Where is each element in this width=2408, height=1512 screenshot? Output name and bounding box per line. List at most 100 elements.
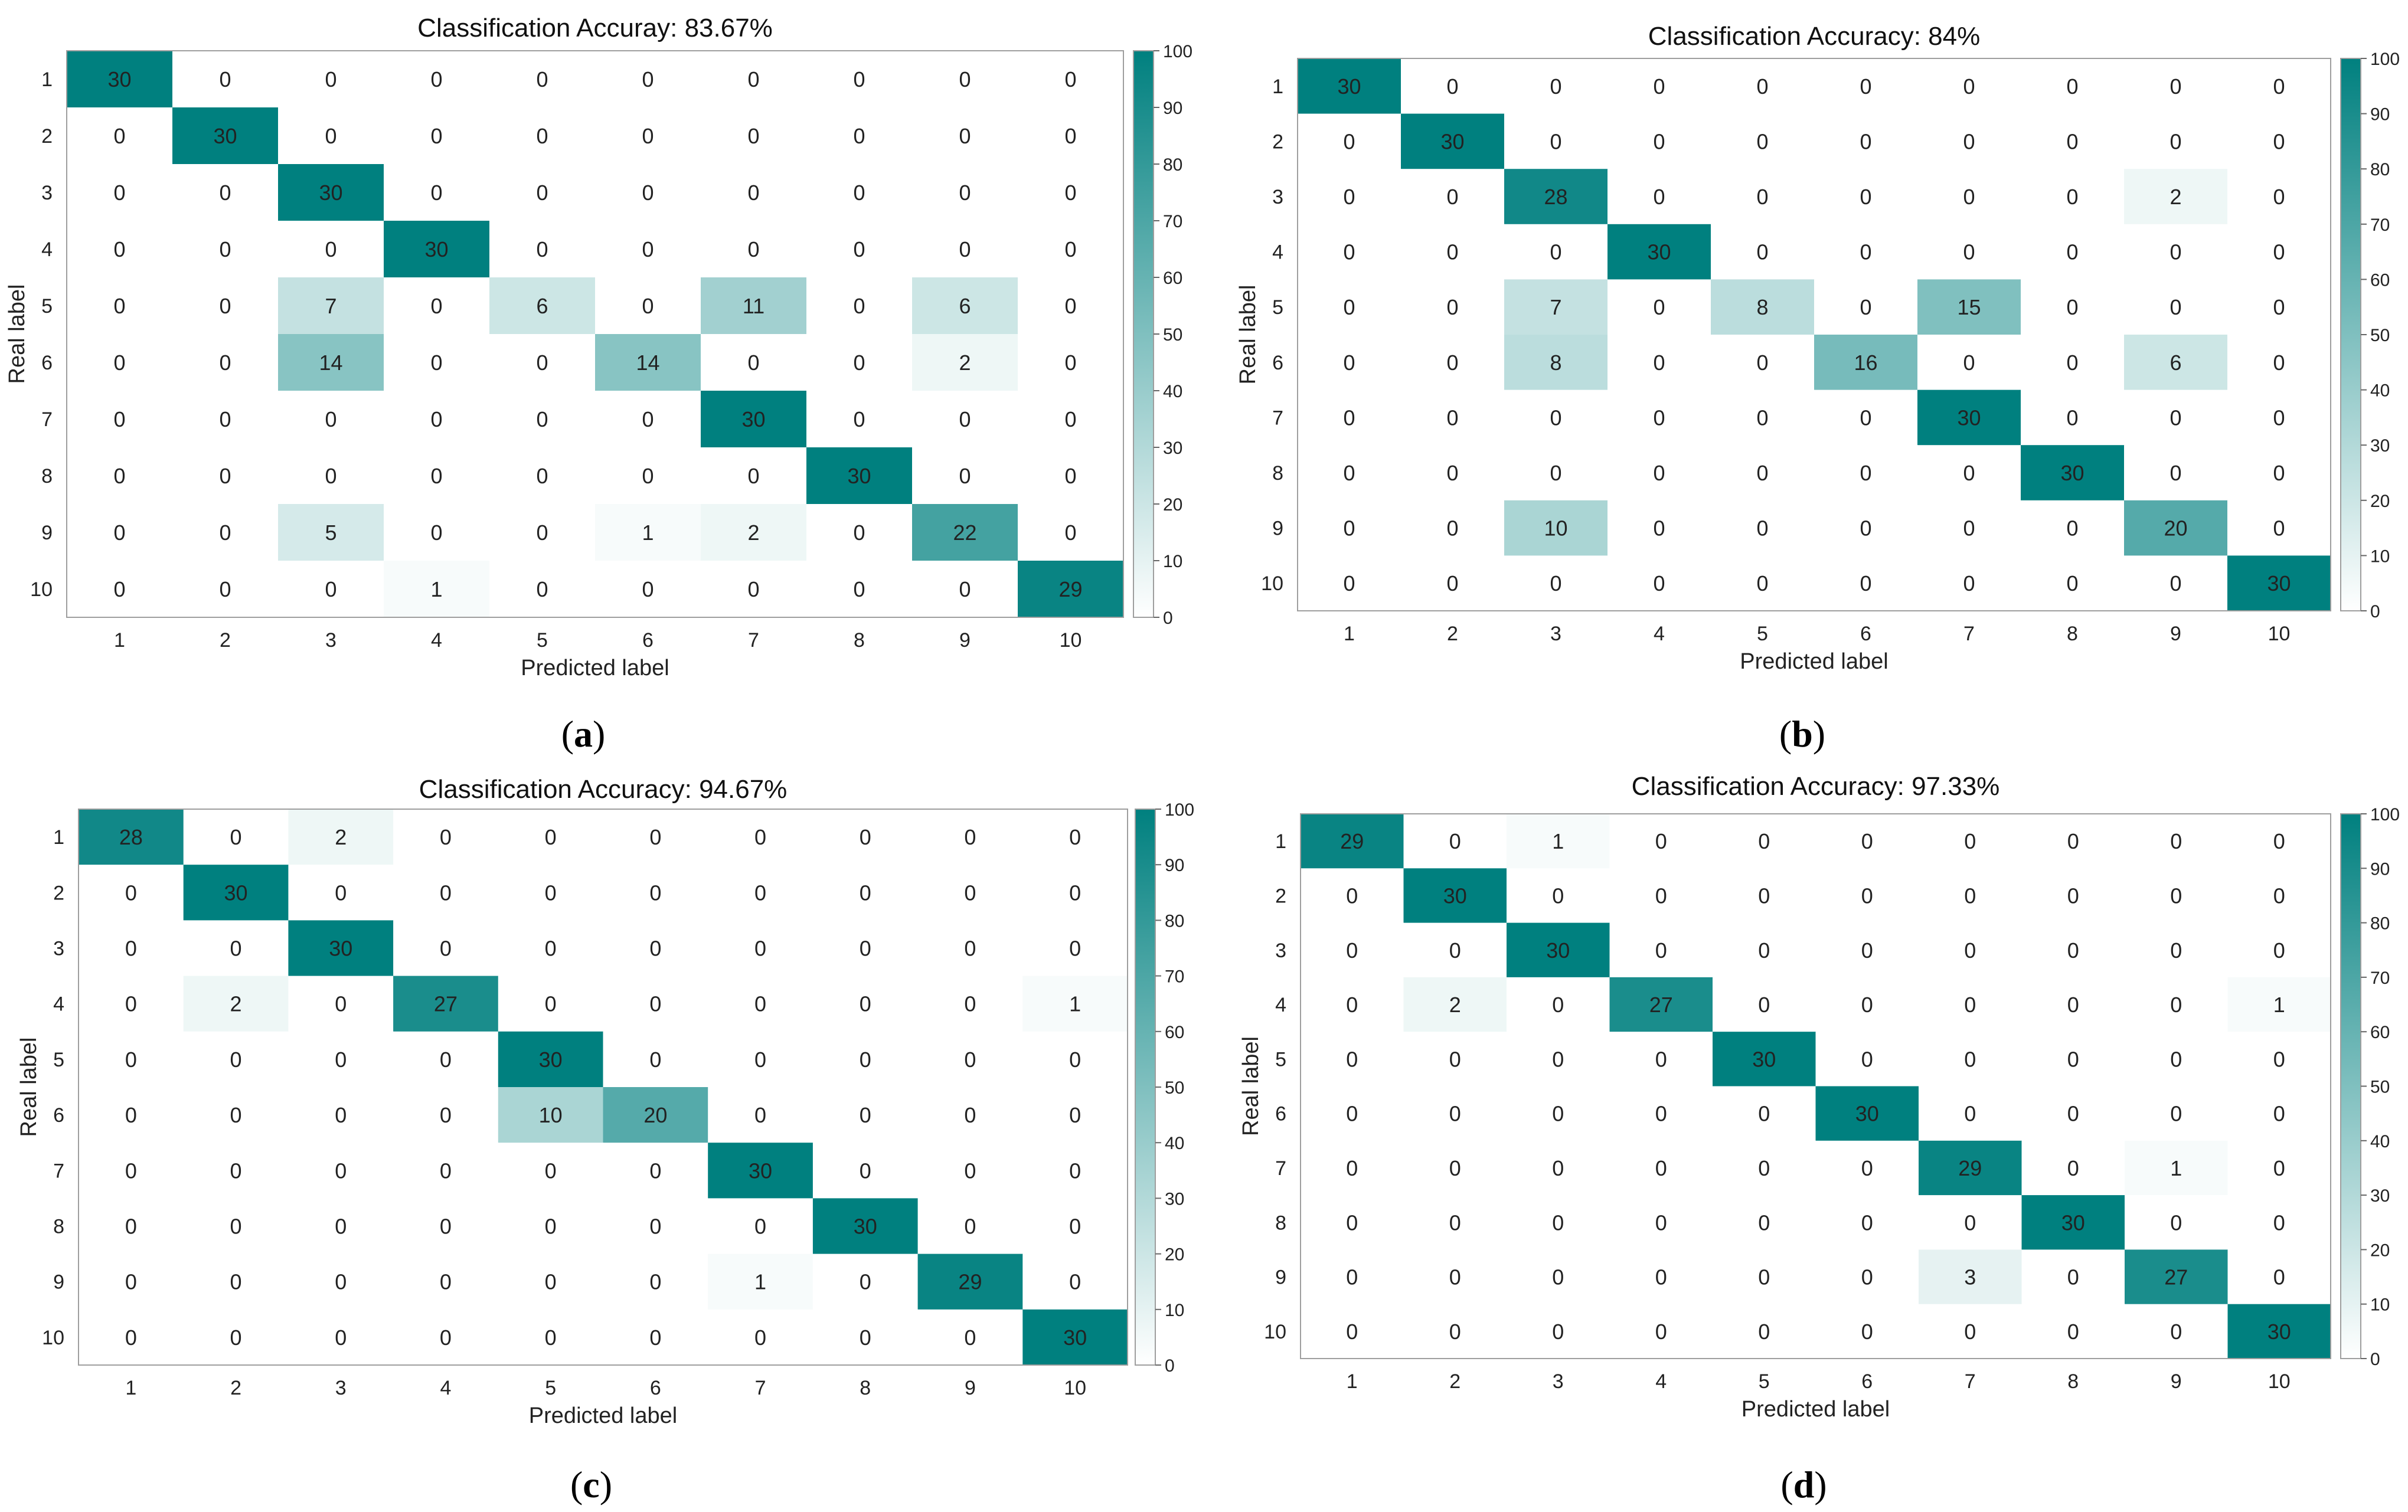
heatmap-cell (1022, 1309, 1128, 1366)
x-tick-label: 6 (1861, 1370, 1873, 1393)
cell-value-label: 0 (440, 881, 452, 905)
heatmap-cell (489, 561, 596, 618)
heatmap-cell (1919, 1304, 2022, 1359)
heatmap-cell (183, 1031, 289, 1088)
cell-value-label: 0 (1550, 74, 1561, 99)
colorbar-tick-label: 50 (1163, 325, 1182, 345)
cell-value-label: 0 (2170, 1102, 2182, 1126)
cell-value-label: 30 (539, 1048, 563, 1072)
cell-value-label: 30 (741, 407, 765, 431)
cell-value-label: 0 (1653, 129, 1665, 153)
heatmap-cell (708, 1143, 813, 1199)
cell-value-label: 0 (959, 124, 971, 148)
cell-value-label: 0 (747, 237, 759, 261)
heatmap-cell (2021, 814, 2125, 869)
heatmap-cell (498, 1254, 603, 1310)
heatmap-cell (278, 391, 384, 448)
heatmap-cell (1711, 335, 1815, 391)
cell-value-label: 0 (754, 992, 766, 1016)
cell-value-label: 0 (1758, 1265, 1770, 1290)
cell-value-label: 0 (2067, 1265, 2079, 1290)
heatmap-cell (812, 865, 919, 921)
cell-value-label: 0 (1346, 1102, 1358, 1126)
heatmap-cell (2124, 555, 2228, 611)
cell-value-label: 0 (335, 1326, 347, 1350)
cell-value-label: 0 (853, 351, 865, 375)
heatmap-cell (1713, 1140, 1816, 1196)
heatmap-cell (172, 164, 279, 221)
x-tick-label: 8 (860, 1377, 871, 1399)
heatmap-cell (806, 561, 913, 618)
heatmap-cell (1504, 390, 1608, 446)
colorbar-tick-label: 70 (2370, 215, 2390, 235)
y-tick-label: 7 (41, 408, 53, 431)
colorbar-tick-label: 60 (2370, 1023, 2390, 1042)
cell-value-label: 0 (536, 464, 548, 488)
heatmap-cell (1401, 500, 1505, 556)
heatmap-cell (2227, 279, 2331, 335)
cell-value-label: 30 (1752, 1047, 1776, 1071)
cell-value-label: 0 (1449, 1320, 1461, 1344)
heatmap-cell (1401, 335, 1505, 391)
y-tick-label: 9 (53, 1271, 64, 1294)
colorbar-tick-label: 40 (1163, 382, 1182, 401)
cell-value-label: 0 (2273, 1102, 2285, 1126)
heatmap-cell (2021, 500, 2125, 556)
heatmap-cell (595, 334, 701, 391)
x-tick-label: 2 (1447, 623, 1458, 645)
x-tick-label: 1 (125, 1377, 136, 1399)
heatmap-cell (1507, 1086, 1610, 1141)
heatmap-cell (812, 809, 919, 865)
y-tick-label: 4 (1272, 241, 1283, 264)
heatmap-cell (384, 51, 490, 108)
colorbar-tick-label: 80 (2370, 914, 2390, 934)
x-tick-label: 8 (2067, 1370, 2079, 1393)
heatmap-cell (1022, 1254, 1128, 1310)
x-tick-label: 9 (959, 629, 971, 652)
cell-value-label: 0 (1346, 1265, 1358, 1290)
cell-value-label: 0 (545, 1215, 557, 1239)
cell-value-label: 0 (2170, 1320, 2182, 1344)
cell-value-label: 0 (536, 407, 548, 431)
heatmap-cell (1298, 390, 1401, 446)
colorbar-tick-label: 0 (1163, 608, 1173, 628)
heatmap-cell (1917, 445, 2021, 501)
heatmap-cell (498, 1031, 603, 1088)
heatmap-cell (2125, 1304, 2228, 1359)
heatmap-cell (812, 976, 919, 1032)
cell-value-label: 0 (325, 464, 336, 488)
cell-value-label: 0 (964, 1158, 976, 1183)
colorbar-tick-label: 50 (2370, 1078, 2390, 1097)
heatmap-cell (806, 164, 913, 221)
heatmap-cell (1609, 1140, 1713, 1196)
cell-value-label: 0 (545, 1326, 557, 1350)
cell-value-label: 0 (853, 237, 865, 261)
cell-value-label: 0 (860, 992, 871, 1016)
cell-value-label: 0 (1963, 129, 1975, 153)
heatmap-cell (1018, 107, 1124, 165)
heatmap-cell (1609, 1249, 1713, 1305)
cell-value-label: 0 (1758, 993, 1770, 1017)
heatmap-cell (384, 334, 490, 391)
cell-value-label: 28 (1544, 185, 1567, 209)
cell-value-label: 0 (642, 294, 654, 318)
heatmap-cell (917, 1254, 1023, 1310)
heatmap-cell (603, 976, 708, 1032)
cell-value-label: 0 (1655, 1210, 1667, 1235)
cell-value-label: 0 (1653, 405, 1665, 430)
cell-value-label: 0 (1552, 1265, 1564, 1290)
cell-value-label: 0 (1552, 1102, 1564, 1126)
heatmap-cell (498, 809, 603, 865)
heatmap-cell (1504, 279, 1608, 335)
cell-value-label: 0 (1346, 883, 1358, 908)
cell-value-label: 30 (213, 124, 237, 148)
cell-value-label: 0 (1963, 240, 1975, 264)
cell-value-label: 0 (536, 124, 548, 148)
cell-value-label: 0 (2273, 938, 2285, 963)
cell-value-label: 0 (125, 992, 137, 1016)
cell-value-label: 0 (2066, 295, 2078, 319)
cell-value-label: 30 (1957, 405, 1981, 430)
heatmap-cell (2125, 1195, 2228, 1250)
cell-value-label: 0 (1446, 74, 1458, 99)
colorbar-tick-label: 80 (1165, 911, 1184, 931)
